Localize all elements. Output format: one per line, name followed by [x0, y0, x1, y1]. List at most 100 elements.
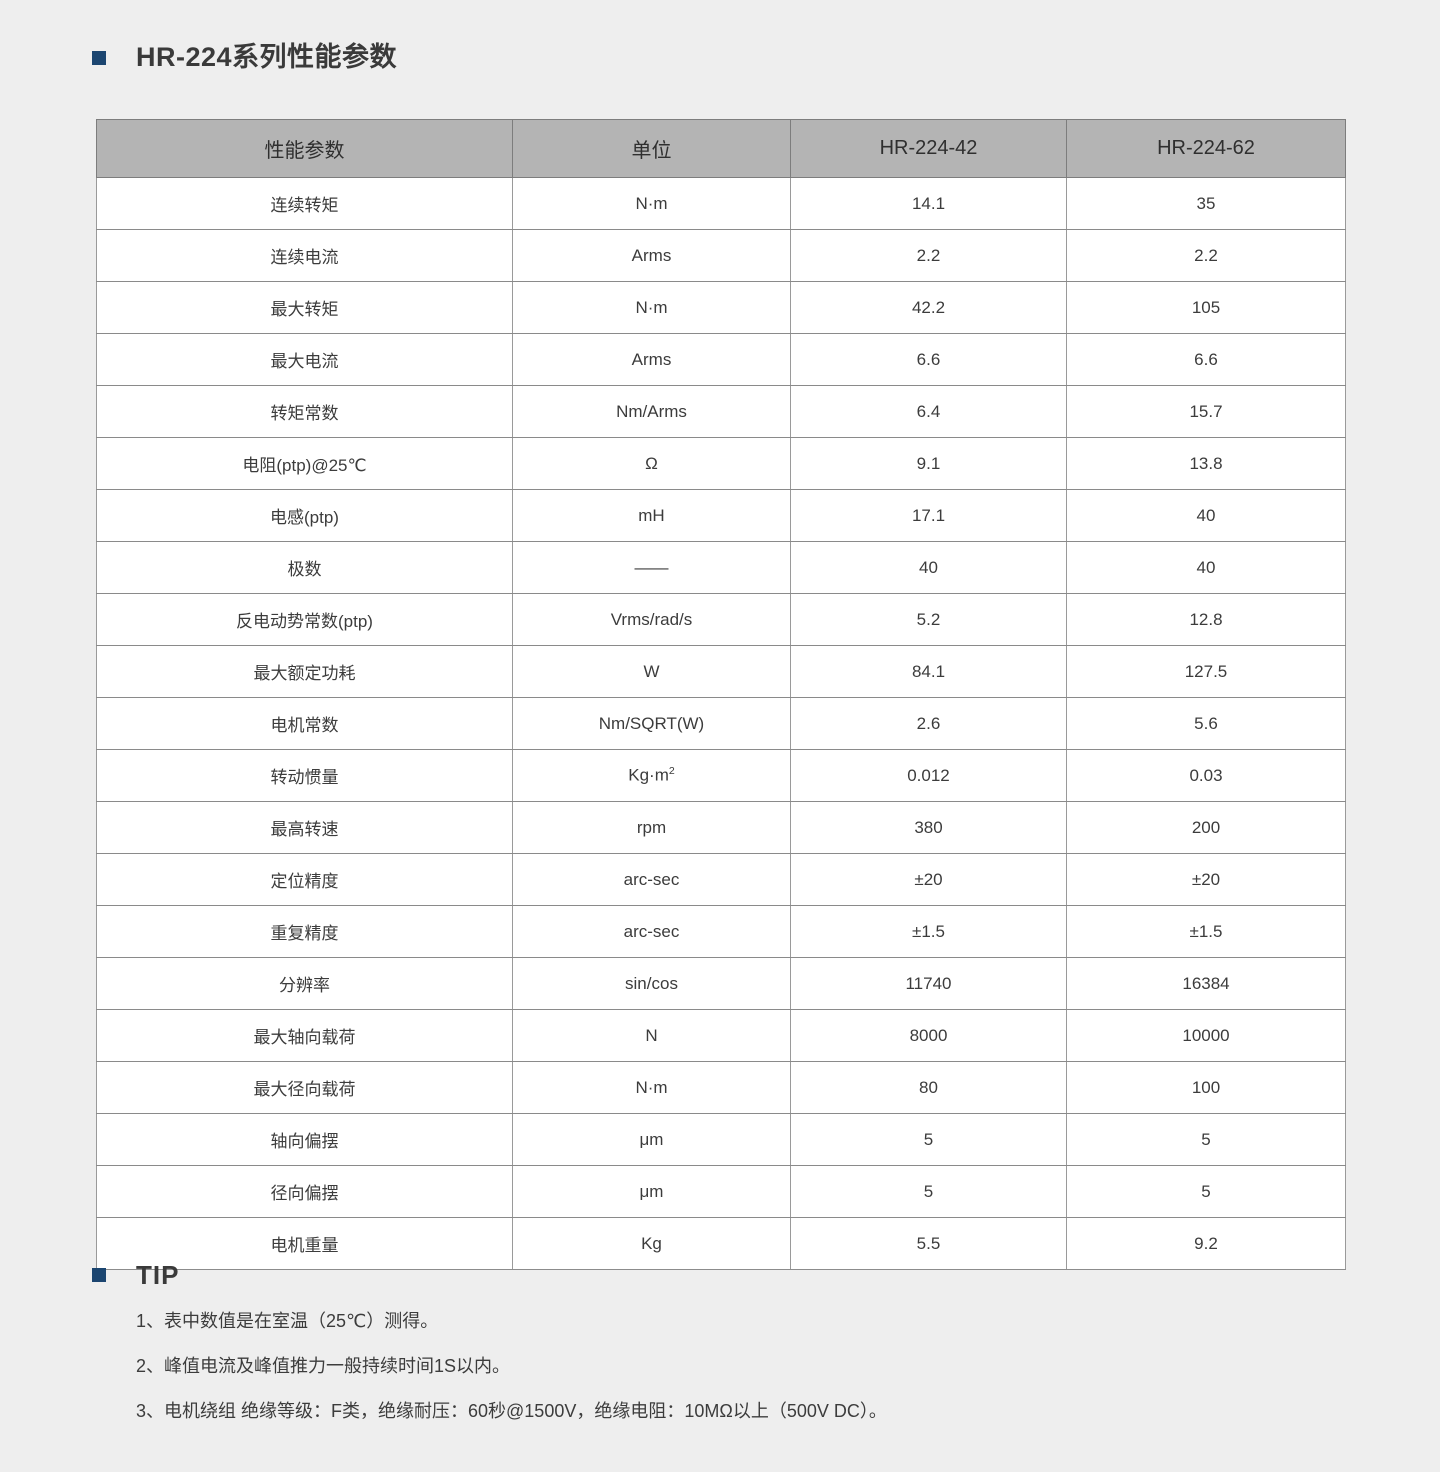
cell-value-hr-224-62: 200	[1066, 801, 1346, 854]
cell-unit: Vrms/rad/s	[512, 593, 791, 646]
cell-unit: sin/cos	[512, 957, 791, 1010]
cell-value-hr-224-62: ±1.5	[1066, 905, 1346, 958]
cell-value-hr-224-62: 15.7	[1066, 385, 1346, 438]
column-header-unit: 单位	[512, 119, 791, 178]
cell-value-hr-224-62: 12.8	[1066, 593, 1346, 646]
table-row: 电机重量 Kg 5.5 9.2	[96, 1217, 1346, 1270]
table-row: 分辨率 sin/cos 11740 16384	[96, 957, 1346, 1010]
table-row: 极数 —— 40 40	[96, 541, 1346, 594]
performance-parameter-table: 性能参数 单位 HR-224-42 HR-224-62 连续转矩 N·m 14.1 3…	[96, 119, 1346, 1270]
cell-parameter-name: 转动惯量	[96, 749, 513, 802]
table-row: 最大额定功耗 W 84.1 127.5	[96, 645, 1346, 698]
cell-parameter-name: 极数	[96, 541, 513, 594]
cell-parameter-name: 最大轴向载荷	[96, 1009, 513, 1062]
table-row: 定位精度 arc-sec ±20 ±20	[96, 853, 1346, 906]
cell-value-hr-224-62: 105	[1066, 281, 1346, 334]
cell-value-hr-224-42: 80	[790, 1061, 1067, 1114]
cell-value-hr-224-62: 10000	[1066, 1009, 1346, 1062]
cell-parameter-name: 电阻(ptp)@25℃	[96, 437, 513, 490]
cell-parameter-name: 定位精度	[96, 853, 513, 906]
main-section-heading: HR-224系列性能参数	[92, 44, 397, 71]
tip-note: 2、峰值电流及峰值推力一般持续时间1S以内。	[136, 1356, 511, 1376]
cell-parameter-name: 转矩常数	[96, 385, 513, 438]
cell-parameter-name: 分辨率	[96, 957, 513, 1010]
cell-value-hr-224-62: 0.03	[1066, 749, 1346, 802]
cell-parameter-name: 反电动势常数(ptp)	[96, 593, 513, 646]
table-header-row: 性能参数 单位 HR-224-42 HR-224-62	[96, 119, 1346, 178]
cell-unit: ——	[512, 541, 791, 594]
cell-parameter-name: 电感(ptp)	[96, 489, 513, 542]
cell-unit: μm	[512, 1113, 791, 1166]
cell-value-hr-224-42: 40	[790, 541, 1067, 594]
table-row: 反电动势常数(ptp) Vrms/rad/s 5.2 12.8	[96, 593, 1346, 646]
cell-unit: W	[512, 645, 791, 698]
cell-value-hr-224-62: 127.5	[1066, 645, 1346, 698]
page-title: HR-224系列性能参数	[136, 42, 398, 72]
cell-unit: Arms	[512, 229, 791, 282]
cell-unit: rpm	[512, 801, 791, 854]
cell-unit: N·m	[512, 1061, 791, 1114]
cell-value-hr-224-42: 11740	[790, 957, 1067, 1010]
table-row: 连续转矩 N·m 14.1 35	[96, 177, 1346, 230]
table-row: 转动惯量 Kg·m2 0.012 0.03	[96, 749, 1346, 802]
table-row: 转矩常数 Nm/Arms 6.4 15.7	[96, 385, 1346, 438]
cell-unit: mH	[512, 489, 791, 542]
cell-unit: Ω	[512, 437, 791, 490]
cell-value-hr-224-62: 6.6	[1066, 333, 1346, 386]
table-row: 电阻(ptp)@25℃ Ω 9.1 13.8	[96, 437, 1346, 490]
tip-note: 1、表中数值是在室温（25℃）测得。	[136, 1311, 439, 1331]
cell-value-hr-224-42: 2.2	[790, 229, 1067, 282]
cell-value-hr-224-62: 9.2	[1066, 1217, 1346, 1270]
cell-parameter-name: 最大转矩	[96, 281, 513, 334]
cell-value-hr-224-62: 40	[1066, 541, 1346, 594]
table-row: 重复精度 arc-sec ±1.5 ±1.5	[96, 905, 1346, 958]
cell-value-hr-224-42: 9.1	[790, 437, 1067, 490]
cell-unit: arc-sec	[512, 853, 791, 906]
cell-parameter-name: 连续电流	[96, 229, 513, 282]
column-header-hr-224-42: HR-224-42	[790, 119, 1067, 178]
cell-parameter-name: 电机重量	[96, 1217, 513, 1270]
cell-parameter-name: 最高转速	[96, 801, 513, 854]
cell-unit: arc-sec	[512, 905, 791, 958]
square-bullet-icon	[92, 50, 106, 65]
cell-value-hr-224-42: 380	[790, 801, 1067, 854]
cell-unit: Arms	[512, 333, 791, 386]
cell-value-hr-224-62: 2.2	[1066, 229, 1346, 282]
tip-title: TIP	[136, 1260, 180, 1290]
cell-value-hr-224-62: ±20	[1066, 853, 1346, 906]
cell-parameter-name: 连续转矩	[96, 177, 513, 230]
table-row: 最高转速 rpm 380 200	[96, 801, 1346, 854]
table-row: 最大径向载荷 N·m 80 100	[96, 1061, 1346, 1114]
table-row: 电机常数 Nm/SQRT(W) 2.6 5.6	[96, 697, 1346, 750]
tip-section-heading: TIP	[92, 1262, 179, 1288]
table-row: 径向偏摆 μm 5 5	[96, 1165, 1346, 1218]
cell-value-hr-224-42: 6.6	[790, 333, 1067, 386]
cell-value-hr-224-42: 14.1	[790, 177, 1067, 230]
cell-value-hr-224-62: 13.8	[1066, 437, 1346, 490]
cell-value-hr-224-62: 100	[1066, 1061, 1346, 1114]
cell-value-hr-224-62: 5	[1066, 1113, 1346, 1166]
cell-value-hr-224-42: ±20	[790, 853, 1067, 906]
cell-unit: Nm/SQRT(W)	[512, 697, 791, 750]
cell-unit: Kg	[512, 1217, 791, 1270]
table-row: 最大电流 Arms 6.6 6.6	[96, 333, 1346, 386]
column-header-parameter: 性能参数	[96, 119, 513, 178]
cell-value-hr-224-62: 35	[1066, 177, 1346, 230]
unit-superscript: 2	[668, 765, 675, 778]
cell-value-hr-224-42: 5.2	[790, 593, 1067, 646]
cell-value-hr-224-42: 8000	[790, 1009, 1067, 1062]
table-body: 连续转矩 N·m 14.1 35 连续电流 Arms 2.2 2.2 最大转矩 N·m 42.2 10…	[96, 177, 1346, 1270]
cell-parameter-name: 电机常数	[96, 697, 513, 750]
table-row: 连续电流 Arms 2.2 2.2	[96, 229, 1346, 282]
cell-value-hr-224-42: 42.2	[790, 281, 1067, 334]
cell-value-hr-224-42: 5	[790, 1165, 1067, 1218]
cell-unit: Kg·m2	[512, 749, 791, 802]
cell-unit: Nm/Arms	[512, 385, 791, 438]
cell-parameter-name: 重复精度	[96, 905, 513, 958]
cell-parameter-name: 最大电流	[96, 333, 513, 386]
cell-value-hr-224-42: 5.5	[790, 1217, 1067, 1270]
cell-value-hr-224-42: 84.1	[790, 645, 1067, 698]
cell-parameter-name: 轴向偏摆	[96, 1113, 513, 1166]
table-row: 电感(ptp) mH 17.1 40	[96, 489, 1346, 542]
